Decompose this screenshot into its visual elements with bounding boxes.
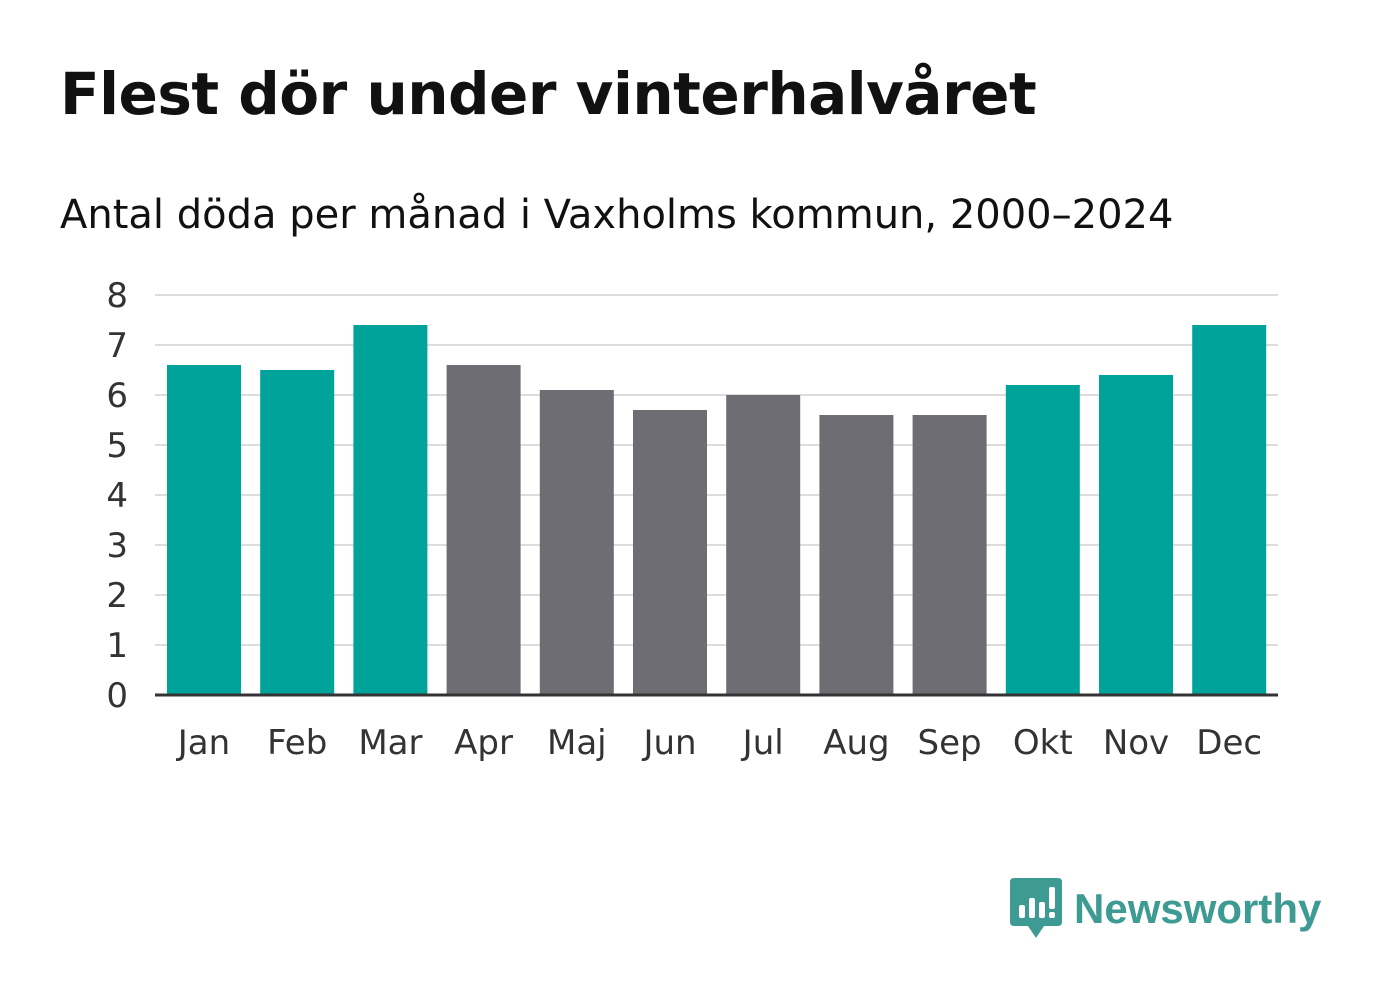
chart-subtitle: Antal döda per månad i Vaxholms kommun, …	[60, 192, 1174, 238]
x-tick-label: Mar	[358, 723, 422, 763]
x-tick-label: Aug	[823, 723, 889, 763]
x-tick-label: Okt	[1013, 723, 1073, 763]
y-axis-ticks: 0 1 2 3 4 5 6 7 8	[106, 276, 128, 716]
bar-jul	[726, 395, 801, 695]
y-tick-label: 0	[106, 676, 128, 716]
bar-sep	[912, 415, 987, 695]
bar-feb	[260, 370, 335, 695]
bars	[167, 325, 1267, 695]
bar-jun	[633, 410, 707, 695]
x-tick-label: Maj	[547, 723, 607, 763]
bar-mar	[353, 325, 428, 695]
newsworthy-logo-icon	[1010, 878, 1062, 938]
y-tick-label: 3	[106, 526, 128, 566]
bar-aug	[819, 415, 894, 695]
x-tick-label: Dec	[1196, 723, 1262, 763]
x-tick-label: Jan	[176, 723, 230, 763]
x-tick-label: Apr	[454, 723, 513, 763]
y-tick-label: 5	[106, 426, 128, 466]
y-tick-label: 6	[106, 376, 128, 416]
bar-maj	[539, 390, 614, 695]
brand: Newsworthy	[1010, 878, 1321, 940]
x-tick-label: Sep	[918, 723, 982, 763]
x-axis-ticks: Jan Feb Mar Apr Maj Jun Jul Aug Sep Okt Nov Dec	[176, 723, 1262, 763]
brand-name: Newsworthy	[1074, 885, 1322, 932]
bar-okt	[1005, 385, 1080, 695]
x-tick-label: Jul	[741, 723, 784, 763]
y-tick-label: 7	[106, 326, 128, 366]
bar-nov	[1099, 375, 1173, 695]
gridlines	[155, 294, 1278, 646]
y-tick-label: 8	[106, 276, 128, 316]
x-tick-label: Feb	[267, 723, 327, 763]
bar-dec	[1192, 325, 1267, 695]
x-tick-label: Jun	[641, 723, 696, 763]
y-tick-label: 2	[106, 576, 128, 616]
bar-apr	[446, 365, 521, 695]
y-tick-label: 4	[106, 476, 128, 516]
bar-jan	[167, 365, 241, 695]
x-tick-label: Nov	[1103, 723, 1169, 763]
chart-title: Flest dör under vinterhalvåret	[60, 60, 1037, 128]
y-tick-label: 1	[106, 626, 128, 666]
